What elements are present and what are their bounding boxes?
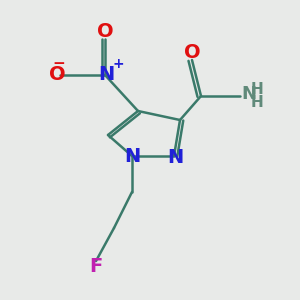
Text: N: N xyxy=(167,148,184,167)
Text: N: N xyxy=(242,85,256,103)
Text: H: H xyxy=(251,95,264,110)
Text: F: F xyxy=(89,257,103,276)
Text: O: O xyxy=(184,43,200,62)
Text: O: O xyxy=(49,65,65,84)
Text: +: + xyxy=(113,58,124,71)
Text: H: H xyxy=(251,82,264,97)
Text: N: N xyxy=(124,146,140,166)
Text: N: N xyxy=(98,65,115,84)
Text: −: − xyxy=(52,56,65,71)
Text: O: O xyxy=(97,22,113,41)
